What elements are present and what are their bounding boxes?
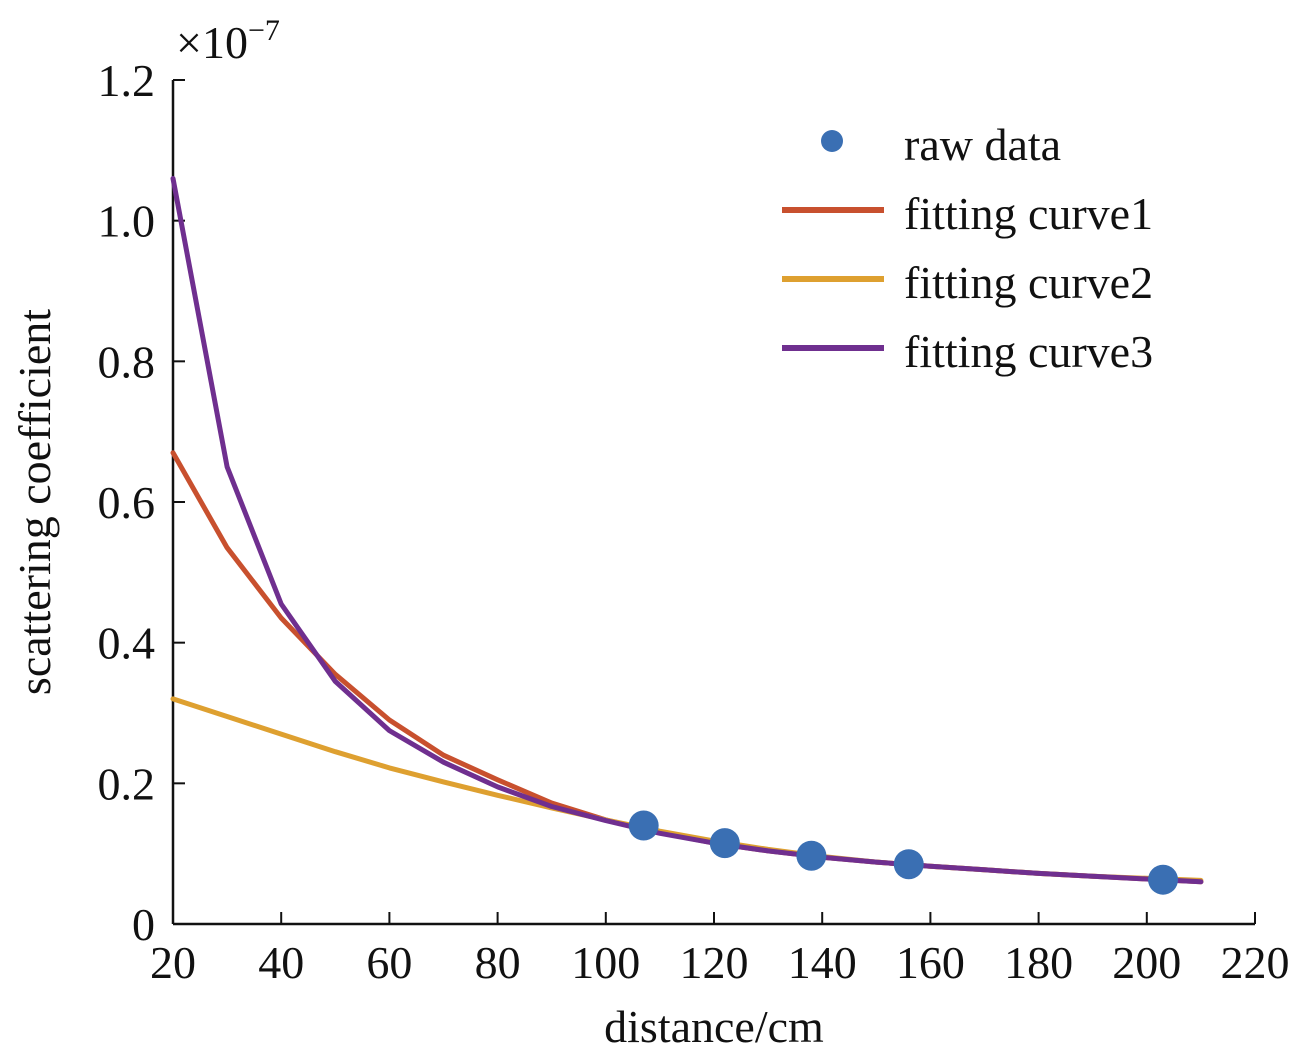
legend-marker (821, 130, 843, 152)
x-tick-label: 140 (788, 937, 857, 988)
legend-item: fitting curve1 (782, 188, 1153, 239)
series-layer (170, 176, 1204, 885)
raw-data-point (628, 810, 659, 841)
x-tick-label: 160 (896, 937, 965, 988)
y-tick-label: 0.8 (98, 336, 156, 387)
raw-data-point (1148, 864, 1179, 895)
series-line-fitting-curve3 (170, 176, 1204, 885)
legend-label: fitting curve2 (904, 257, 1153, 308)
x-tick-label: 40 (258, 937, 304, 988)
raw-data-point (893, 849, 924, 880)
raw-data-point (709, 828, 740, 859)
y-axis-multiplier-exponent: −7 (248, 14, 280, 47)
legend: raw data fitting curve1 fitting curve2 fitt… (782, 119, 1153, 377)
x-tick-label: 120 (680, 937, 749, 988)
x-tick-label: 80 (475, 937, 521, 988)
legend-label: fitting curve3 (904, 326, 1153, 377)
x-axis-label: distance/cm (604, 1001, 824, 1052)
y-tick-label: 1.0 (98, 196, 156, 247)
y-tick-label: 0.6 (98, 477, 156, 528)
y-axis-label: scattering coefficient (9, 309, 60, 695)
y-axis-multiplier: ×10−7 (176, 14, 280, 68)
y-tick-label: 0 (132, 899, 155, 950)
points-layer (628, 810, 1179, 895)
legend-label: raw data (904, 119, 1061, 170)
raw-data-point (796, 840, 827, 871)
y-axis-multiplier-base: ×10 (176, 17, 248, 68)
legend-item: fitting curve2 (782, 257, 1153, 308)
x-tick-label: 200 (1112, 937, 1181, 988)
x-tick-label: 20 (150, 937, 196, 988)
x-tick-label: 60 (366, 937, 412, 988)
x-tick-label: 100 (571, 937, 640, 988)
y-tick-label: 0.2 (98, 758, 156, 809)
x-tick-label: 180 (1004, 937, 1073, 988)
x-tick-label: 220 (1221, 937, 1290, 988)
legend-item: fitting curve3 (782, 326, 1153, 377)
y-tick-label: 0.4 (98, 618, 156, 669)
y-tick-label: 1.2 (98, 55, 156, 106)
legend-label: fitting curve1 (904, 188, 1153, 239)
x-ticks: 20 40 60 80 100 120 140 160 180 200 220 (150, 912, 1290, 988)
y-ticks: 0 0.2 0.4 0.6 0.8 1.0 1.2 (98, 55, 185, 950)
series-line-fitting-curve2 (170, 696, 1204, 883)
legend-item: raw data (821, 119, 1061, 170)
